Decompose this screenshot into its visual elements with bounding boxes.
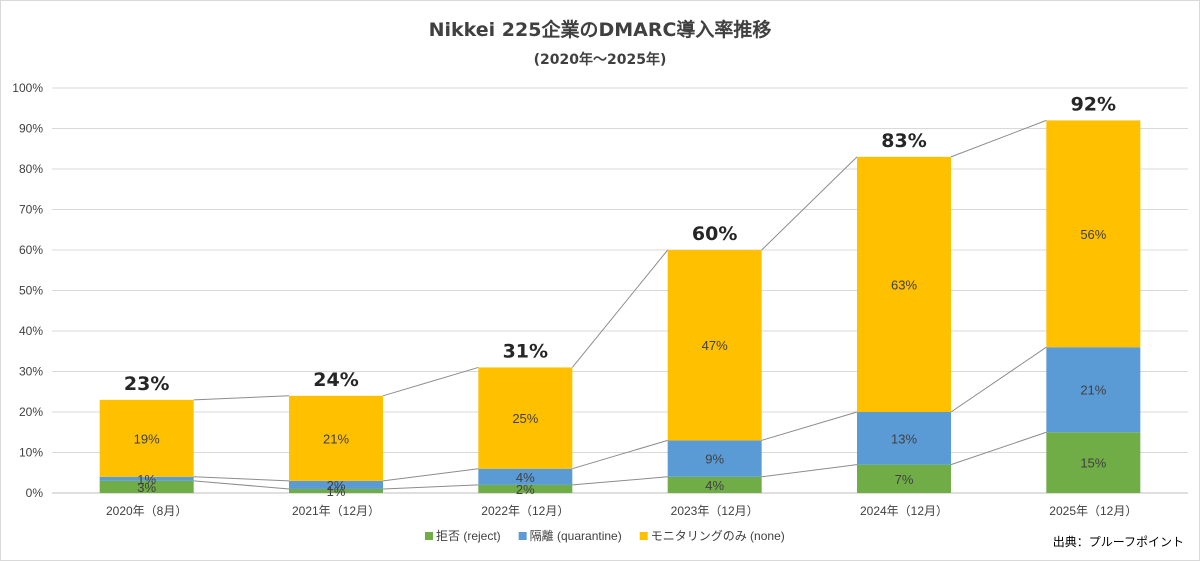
connector-line [761, 156, 858, 251]
bar-segment [99, 480, 194, 493]
connector-line [193, 476, 290, 482]
segment-label: 4% [705, 478, 724, 493]
legend-label: モニタリングのみ (none) [651, 529, 785, 543]
x-tick-label: 2021年（12月） [292, 504, 380, 518]
segment-label: 63% [891, 277, 917, 292]
y-tick-label: 10% [19, 446, 43, 460]
y-tick-label: 20% [19, 405, 43, 419]
total-label: 31% [503, 340, 548, 362]
y-tick-label: 50% [19, 284, 43, 298]
x-axis: 2020年（8月） 2021年（12月） 2022年（12月） 2023年（12月） 2… [106, 504, 1137, 518]
y-tick-label: 80% [19, 162, 43, 176]
x-tick-label: 2020年（8月） [106, 504, 187, 518]
legend-item: 拒否 (reject) [425, 529, 501, 543]
bar-segment [667, 476, 762, 493]
bar-segment [478, 367, 573, 469]
bar-segment [478, 484, 573, 493]
bar-segment [857, 156, 951, 412]
gridlines [52, 87, 1188, 494]
legend-swatch [518, 532, 527, 540]
total-label: 24% [313, 369, 358, 391]
legend-item: モニタリングのみ (none) [639, 529, 785, 543]
segment-label: 1% [137, 472, 156, 487]
legend-label: 拒否 (reject) [436, 529, 501, 543]
connector-line [950, 119, 1047, 158]
connector-line [382, 366, 479, 397]
bar-segment [857, 412, 951, 465]
legend: 拒否 (reject) 隔離 (quarantine) モニタリングのみ (none… [425, 529, 785, 543]
bar-segment [99, 476, 194, 481]
connector-lines [193, 119, 1047, 490]
bar-segment [99, 399, 194, 477]
x-tick-label: 2022年（12月） [481, 504, 569, 518]
bar-segment [857, 464, 951, 493]
total-label: 60% [692, 223, 737, 245]
chart-subtitle: (2020年～2025年) [534, 51, 667, 68]
segment-label: 2% [327, 478, 346, 493]
x-tick-label: 2025年（12月） [1049, 504, 1137, 518]
source-note: 出典：プルーフポイント [1053, 535, 1184, 549]
connector-line [382, 484, 479, 490]
segment-label: 21% [323, 431, 349, 446]
y-tick-label: 90% [19, 122, 43, 136]
segment-label: 2% [516, 482, 535, 497]
legend-item: 隔離 (quarantine) [518, 529, 622, 543]
segment-label: 47% [702, 338, 728, 353]
legend-label: 隔離 (quarantine) [530, 529, 622, 543]
segment-label: 56% [1080, 227, 1106, 242]
connector-line [950, 431, 1047, 466]
total-label: 23% [124, 373, 169, 395]
total-label: 92% [1071, 93, 1116, 115]
y-tick-label: 60% [19, 243, 43, 257]
bar-segment [1046, 120, 1141, 348]
x-tick-label: 2024年（12月） [860, 504, 948, 518]
y-tick-label: 0% [26, 486, 44, 500]
y-tick-label: 30% [19, 365, 43, 379]
bars [99, 120, 1141, 493]
legend-swatch [425, 532, 433, 540]
total-label: 83% [881, 130, 926, 152]
segment-label: 15% [1080, 456, 1106, 471]
y-tick-label: 100% [12, 81, 43, 95]
bar-segment [667, 250, 762, 441]
y-tick-label: 40% [19, 324, 43, 338]
connector-line [571, 249, 669, 368]
segment-label: 19% [134, 431, 160, 446]
segment-label: 9% [705, 452, 724, 467]
segment-label: 4% [516, 470, 535, 485]
connector-line [950, 346, 1047, 413]
bar-segment [478, 468, 573, 485]
connector-line [193, 480, 290, 490]
connector-line [761, 411, 858, 441]
segment-label: 1% [327, 484, 346, 499]
connector-line [382, 468, 479, 482]
legend-swatch [639, 532, 648, 540]
chart-title: Nikkei 225企業のDMARC導入率推移 [429, 18, 772, 41]
bar-segment [289, 480, 383, 489]
connector-line [761, 464, 858, 478]
segment-label: 13% [891, 431, 917, 446]
bar-segment [289, 395, 383, 481]
y-tick-label: 70% [19, 203, 43, 217]
x-tick-label: 2023年（12月） [671, 504, 759, 518]
connector-line [572, 439, 668, 470]
segment-label: 25% [512, 411, 538, 426]
segment-label: 7% [895, 472, 914, 487]
y-axis: 0% 10% 20% 30% 40% 50% 60% 70% 80% 90% 100% [12, 81, 43, 500]
segment-label: 21% [1080, 383, 1106, 398]
connector-line [193, 395, 290, 401]
connector-line [572, 476, 668, 486]
bar-segment [1046, 432, 1141, 493]
data-labels: 3%1%19%23%1%2%21%24%2%4%25%31%4%9%47%60%… [124, 93, 1116, 499]
segment-label: 3% [137, 480, 156, 495]
bar-segment [667, 440, 762, 477]
bar-segment [289, 488, 383, 493]
bar-segment [1046, 347, 1141, 433]
